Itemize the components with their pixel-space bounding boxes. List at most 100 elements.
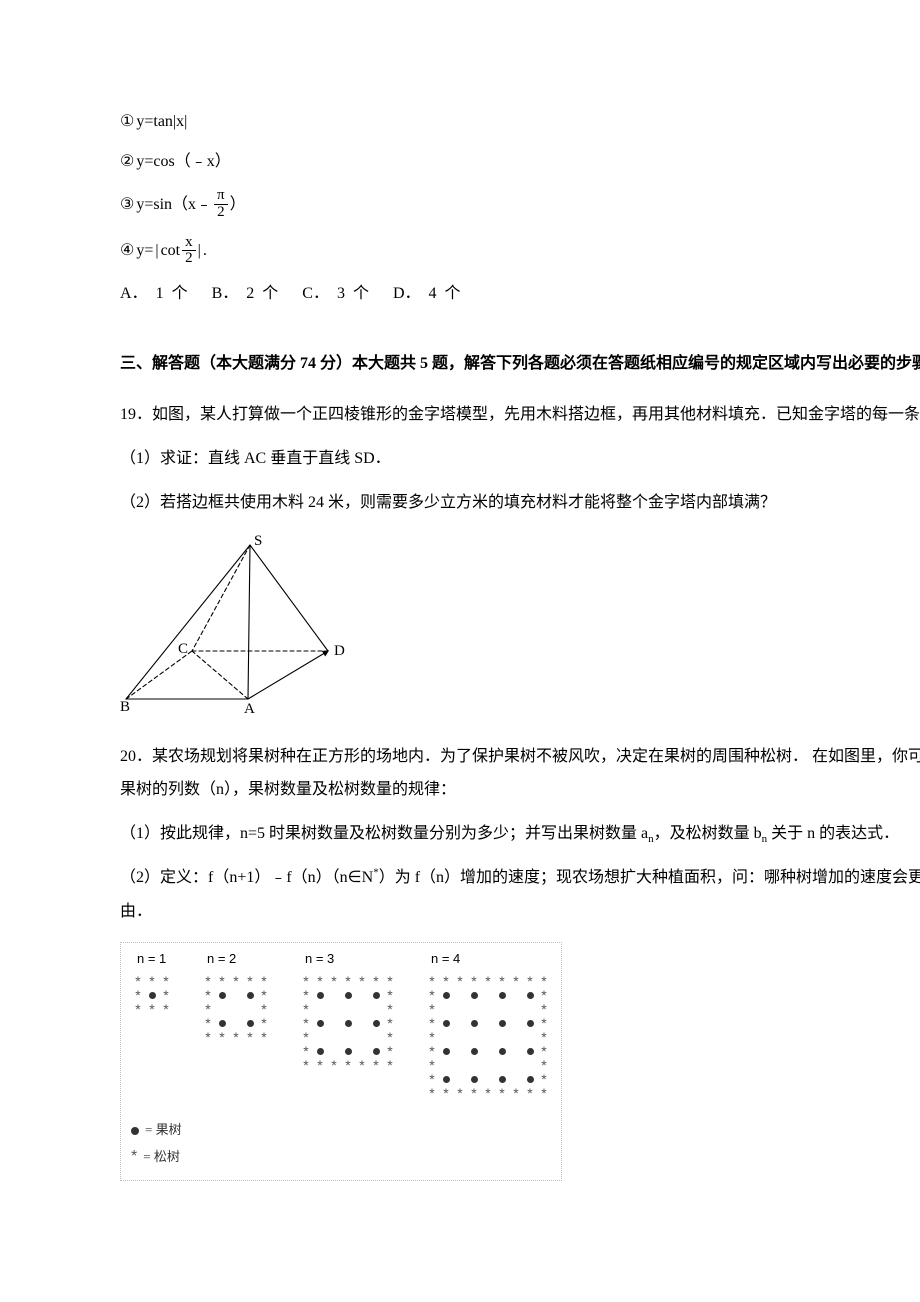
formula-3-frac: π 2 <box>214 188 228 221</box>
pine-tree-icon: * <box>471 974 476 988</box>
pine-tree-icon: * <box>233 974 238 988</box>
fruit-tree-icon <box>527 992 534 999</box>
farm-legend: = 果树 * = 松树 <box>131 1120 551 1168</box>
fruit-tree-icon <box>443 992 450 999</box>
marker-2: ② <box>120 149 134 175</box>
pine-tree-icon: * <box>163 974 168 988</box>
marker-3: ③ <box>120 192 134 218</box>
panel-label: n = 3 <box>299 949 334 970</box>
pine-tree-icon: * <box>499 1086 504 1100</box>
fruit-tree-icon <box>471 1020 478 1027</box>
pine-tree-icon: * <box>303 988 308 1002</box>
formula-4-bar-open: | <box>155 238 158 264</box>
frac-den: 2 <box>182 251 196 267</box>
pine-tree-icon: * <box>513 974 518 988</box>
q20-stem: 20．某农场规划将果树种在正方形的场地内．为了保护果树不被风吹，决定在果树的周围… <box>120 740 920 807</box>
pine-tree-icon: * <box>541 1016 546 1030</box>
pyramid-svg: SBACD <box>120 533 355 713</box>
farm-panel: n = 1******** <box>131 949 173 1016</box>
q19-stem: 19．如图，某人打算做一个正四棱锥形的金字塔模型，先用木料搭边框，再用其他材料填… <box>120 398 920 432</box>
pine-tree-icon: * <box>541 1072 546 1086</box>
pine-tree-icon: * <box>135 974 140 988</box>
pine-tree-icon: * <box>345 974 350 988</box>
pine-tree-icon: * <box>429 1002 434 1016</box>
marker-1: ① <box>120 109 134 135</box>
fruit-tree-icon <box>471 1076 478 1083</box>
legend-fruit-text: = 果树 <box>145 1120 182 1141</box>
option-a-text: 1 个 <box>156 285 188 302</box>
q19-part1: （1）求证：直线 AC 垂直于直线 SD． <box>120 442 920 476</box>
formula-4-prefix: y= <box>136 238 153 264</box>
q20-p1-mid: ，及松树数量 b <box>654 825 762 842</box>
pine-tree-icon: * <box>205 1030 210 1044</box>
fruit-tree-icon <box>527 1076 534 1083</box>
farm-box: n = 1********n = 2****************n = 3*… <box>120 942 562 1180</box>
pine-tree-icon: * <box>485 1086 490 1100</box>
pine-tree-icon: * <box>233 1030 238 1044</box>
q20-part1: （1）按此规律，n=5 时果树数量及松树数量分别为多少；并写出果树数量 an，及… <box>120 817 920 851</box>
frac-num: x <box>182 235 196 252</box>
pine-tree-icon: * <box>359 1058 364 1072</box>
pine-tree-icon: * <box>541 974 546 988</box>
option-d-text: 4 个 <box>429 285 461 302</box>
pine-tree-icon: * <box>471 1086 476 1100</box>
option-c-text: 3 个 <box>337 285 369 302</box>
legend-pine: * = 松树 <box>131 1147 551 1168</box>
fruit-tree-icon <box>443 1020 450 1027</box>
option-d-label: D． <box>393 285 421 302</box>
pine-tree-icon: * <box>541 1086 546 1100</box>
fruit-tree-icon <box>471 1048 478 1055</box>
formula-4-suffix: . <box>203 238 207 264</box>
grid: ******************************** <box>425 974 551 1100</box>
pine-tree-icon: * <box>303 1016 308 1030</box>
pine-tree-icon: * <box>149 1002 154 1016</box>
q18-options: A． 1 个 B． 2 个 C． 3 个 D． 4 个 <box>120 281 920 307</box>
pine-tree-icon: * <box>387 988 392 1002</box>
fruit-tree-icon <box>373 1048 380 1055</box>
option-a-label: A． <box>120 285 148 302</box>
pine-tree-icon: * <box>247 1030 252 1044</box>
q20-p2-prefix: （2）定义：f（n+1）﹣f（n）（n∈N <box>120 869 373 886</box>
q20-p1-suffix: 关于 n 的表达式． <box>767 825 899 842</box>
pine-tree-icon: * <box>387 1016 392 1030</box>
pine-tree-icon: * <box>541 988 546 1002</box>
q19-part2: （2）若搭边框共使用木料 24 米，则需要多少立方米的填充材料才能将整个金字塔内… <box>120 486 920 520</box>
pine-tree-icon: * <box>135 1002 140 1016</box>
formula-2: y=cos（﹣x） <box>136 149 230 175</box>
panel-label: n = 4 <box>425 949 460 970</box>
formula-3-prefix: y=sin（x﹣ <box>136 192 212 218</box>
fruit-tree-icon <box>247 992 254 999</box>
fruit-tree-icon <box>527 1020 534 1027</box>
pine-tree-icon: * <box>149 974 154 988</box>
svg-text:A: A <box>244 701 255 713</box>
fruit-tree-icon <box>443 1076 450 1083</box>
pine-tree-icon: * <box>429 1016 434 1030</box>
pine-tree-icon: * <box>541 1002 546 1016</box>
grid: **************** <box>201 974 271 1044</box>
pine-tree-icon: * <box>247 974 252 988</box>
panel-label: n = 1 <box>131 949 166 970</box>
pine-tree-icon: * <box>387 1002 392 1016</box>
pine-tree-icon: * <box>303 1044 308 1058</box>
pine-tree-icon: * <box>261 1002 266 1016</box>
fruit-tree-icon <box>471 992 478 999</box>
fruit-tree-icon <box>499 1076 506 1083</box>
legend-dot-icon <box>131 1127 139 1135</box>
pine-tree-icon: * <box>205 974 210 988</box>
pine-tree-icon: * <box>499 974 504 988</box>
pine-tree-icon: * <box>443 974 448 988</box>
pine-tree-icon: * <box>331 1058 336 1072</box>
pine-tree-icon: * <box>219 974 224 988</box>
formula-4-fn: cot <box>161 238 181 264</box>
formula-1: y=tan|x| <box>136 109 187 135</box>
pine-tree-icon: * <box>303 1002 308 1016</box>
pine-tree-icon: * <box>261 974 266 988</box>
fruit-tree-icon <box>219 992 226 999</box>
q20-part2: （2）定义：f（n+1）﹣f（n）（n∈N*）为 f（n）增加的速度；现农场想扩… <box>120 861 920 928</box>
pine-tree-icon: * <box>513 1086 518 1100</box>
pine-tree-icon: * <box>135 988 140 1002</box>
farm-panels: n = 1********n = 2****************n = 3*… <box>131 949 551 1100</box>
pine-tree-icon: * <box>541 1058 546 1072</box>
pine-tree-icon: * <box>317 974 322 988</box>
pine-tree-icon: * <box>261 1016 266 1030</box>
